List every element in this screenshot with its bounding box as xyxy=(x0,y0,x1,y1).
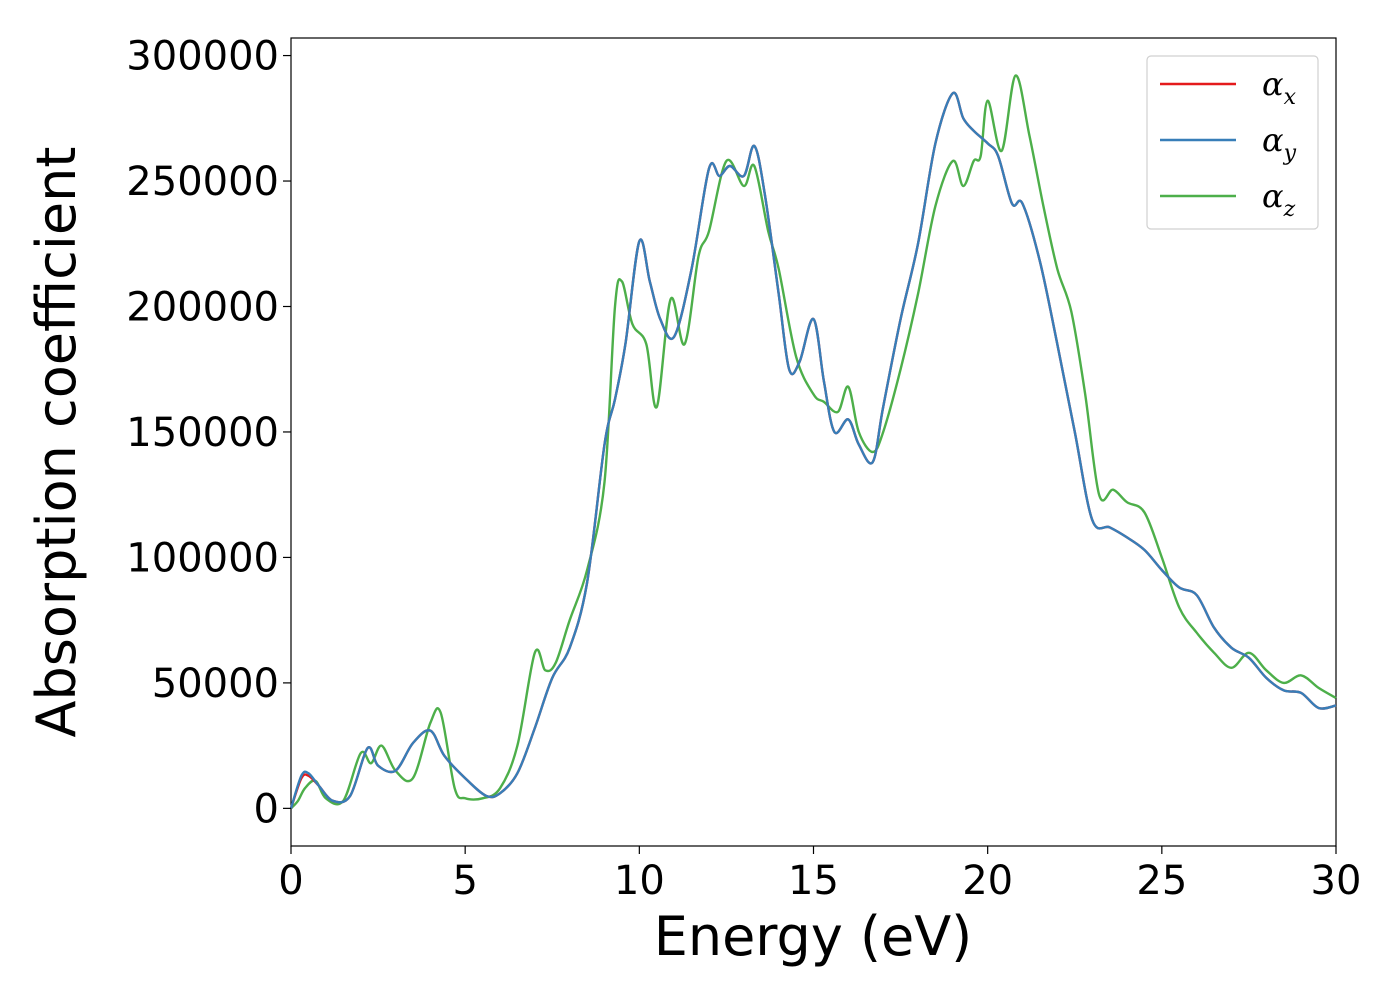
y-tick-label: 250000 xyxy=(126,159,279,205)
series-lines xyxy=(289,74,1337,810)
series-line-z xyxy=(290,74,1337,810)
x-axis-ticks: 0 5 10 15 20 25 30 xyxy=(278,846,1361,904)
legend-label-z: αz xyxy=(1262,177,1296,222)
y-axis-title: Absorption coefficient xyxy=(25,147,88,738)
y-axis-ticks: 0 50000 100000 150000 200000 250000 300000 xyxy=(126,34,291,832)
x-axis-title: Energy (eV) xyxy=(654,905,973,968)
legend-label-y: αy xyxy=(1262,121,1297,166)
y-tick-label: 150000 xyxy=(126,410,279,456)
y-tick-label: 300000 xyxy=(126,34,279,80)
x-tick-label: 0 xyxy=(278,858,303,904)
x-tick-label: 20 xyxy=(962,858,1013,904)
x-tick-label: 15 xyxy=(788,858,839,904)
y-tick-label: 100000 xyxy=(126,535,279,581)
series-line-y xyxy=(289,91,1337,809)
legend: αx αy αz xyxy=(1146,55,1319,230)
legend-box xyxy=(1146,55,1319,230)
y-tick-label: 0 xyxy=(254,786,279,832)
x-tick-label: 10 xyxy=(614,858,665,904)
y-tick-label: 50000 xyxy=(152,661,279,707)
x-tick-label: 5 xyxy=(452,858,477,904)
y-tick-label: 200000 xyxy=(126,284,279,330)
legend-label-x: αx xyxy=(1262,65,1297,110)
x-tick-label: 30 xyxy=(1311,858,1362,904)
x-tick-label: 25 xyxy=(1136,858,1187,904)
legend-entries: αx αy αz xyxy=(1160,65,1297,222)
